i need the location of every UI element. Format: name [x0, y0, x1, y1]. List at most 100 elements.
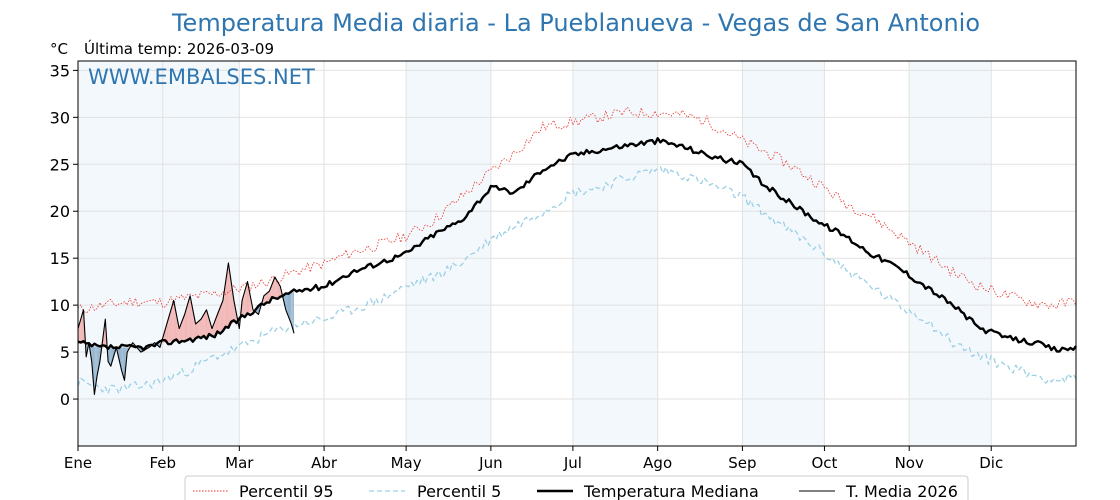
anomaly-fill-warm	[263, 294, 265, 304]
anomaly-fill-warm	[200, 319, 202, 338]
anomaly-fill-warm	[214, 319, 216, 336]
anomaly-fill-warm	[201, 317, 202, 338]
month-band-2	[572, 61, 658, 446]
x-tick-label: Oct	[811, 454, 837, 472]
anomaly-fill-warm	[224, 281, 226, 329]
anomaly-fill-warm	[220, 305, 222, 332]
anomaly-fill-warm	[170, 306, 172, 342]
anomaly-fill-warm	[79, 319, 81, 344]
anomaly-fill-warm	[173, 300, 175, 342]
y-tick-label: 10	[50, 296, 70, 315]
y-tick-label: 5	[60, 343, 70, 362]
anomaly-fill-warm	[222, 294, 224, 330]
anomaly-fill-warm	[246, 281, 248, 315]
anomaly-fill-cold	[286, 294, 288, 315]
anomaly-fill-warm	[276, 280, 278, 298]
anomaly-fill-cold	[289, 293, 291, 322]
anomaly-fill-warm	[247, 281, 249, 315]
anomaly-fill-cold	[288, 293, 290, 320]
anomaly-fill-warm	[268, 291, 270, 302]
anomaly-fill-warm	[181, 319, 183, 341]
anomaly-fill-warm	[222, 300, 223, 331]
x-tick-label: Dic	[979, 454, 1003, 472]
month-band-0	[78, 61, 240, 446]
anomaly-fill-warm	[243, 291, 245, 317]
x-tick-label: Jul	[563, 454, 582, 472]
y-tick-label: 30	[50, 108, 70, 127]
y-tick-label: 25	[50, 155, 70, 174]
anomaly-fill-warm	[170, 309, 171, 342]
y-tick-label: 15	[50, 249, 70, 268]
month-bands	[78, 61, 992, 446]
anomaly-fill-warm	[244, 287, 246, 316]
month-band-3	[742, 61, 825, 446]
legend-label-2026: T. Media 2026	[845, 482, 958, 500]
anomaly-fill-warm	[176, 314, 178, 342]
y-tick-label: 0	[60, 390, 70, 409]
anomaly-fill-warm	[186, 305, 188, 340]
anomaly-fill-warm	[278, 283, 280, 298]
anomaly-fill-warm	[223, 287, 225, 330]
anomaly-fill-warm	[226, 269, 228, 328]
anomaly-fill-warm	[182, 316, 184, 341]
anomaly-fill-warm	[185, 308, 187, 341]
anomaly-fill-warm	[207, 312, 209, 337]
anomaly-fill-warm	[216, 314, 218, 335]
anomaly-fill-warm	[208, 316, 210, 337]
anomaly-fill-warm	[219, 307, 221, 333]
anomaly-fill-warm	[269, 288, 271, 301]
anomaly-fill-warm	[264, 294, 266, 304]
anomaly-fill-warm	[227, 262, 229, 327]
anomaly-fill-warm	[196, 322, 198, 339]
legend-label-p95: Percentil 95	[239, 482, 334, 500]
anomaly-fill-warm	[275, 278, 277, 299]
anomaly-fill-warm	[225, 275, 227, 329]
anomaly-fill-warm	[218, 309, 220, 333]
anomaly-fill-warm	[197, 321, 199, 339]
x-tick-label: Nov	[895, 454, 924, 472]
anomaly-fill-warm	[215, 316, 217, 335]
x-tick-label: Feb	[149, 454, 176, 472]
x-tick-label: Ago	[643, 454, 672, 472]
anomaly-fill-warm	[187, 302, 189, 340]
anomaly-fill-warm	[273, 279, 274, 300]
anomaly-fill-warm	[277, 281, 279, 298]
anomaly-fill-cold	[257, 307, 259, 315]
month-band-1	[406, 61, 491, 446]
x-tick-label: Abr	[311, 454, 338, 472]
anomaly-fill-warm	[273, 276, 275, 299]
y-unit-label: °C	[50, 40, 68, 58]
anomaly-fill-warm	[229, 269, 231, 326]
plot-frame	[77, 60, 1077, 447]
anomaly-fill-warm	[190, 295, 192, 340]
anomaly-fill-warm	[201, 316, 203, 338]
anomaly-fill-warm	[266, 292, 268, 303]
anomaly-fill-warm	[164, 328, 166, 343]
watermark: WWW.EMBALSES.NET	[88, 65, 315, 89]
anomaly-fill-warm	[231, 281, 233, 325]
anomaly-fill-warm	[272, 281, 274, 300]
chart-title: Temperatura Media diaria - La Pueblanuev…	[171, 9, 980, 37]
anomaly-fill-warm	[180, 321, 182, 341]
y-tick-label: 20	[50, 202, 70, 221]
anomaly-fill-warm	[206, 309, 208, 337]
x-tick-label: May	[391, 454, 422, 472]
anomaly-fill-warm	[82, 309, 84, 344]
anomaly-fill-warm	[80, 316, 82, 344]
anomaly-fill-warm	[191, 300, 192, 340]
anomaly-fill-warm	[81, 312, 83, 344]
anomaly-fill-cold	[285, 294, 287, 313]
anomaly-fill-warm	[166, 319, 169, 343]
anomaly-fill-warm	[204, 311, 206, 337]
anomaly-fill-warm	[188, 298, 190, 340]
anomaly-fill-warm	[171, 303, 173, 342]
anomaly-fill-warm	[195, 323, 197, 339]
anomaly-fill-warm	[271, 284, 273, 300]
anomaly-fill-warm	[205, 309, 207, 337]
anomaly-fill-warm	[230, 275, 232, 326]
anomaly-fill-warm	[267, 291, 269, 302]
anomaly-fill-warm	[179, 326, 181, 341]
anomaly-fill-warm	[232, 287, 233, 324]
anomaly-fill-warm	[183, 314, 185, 341]
anomaly-fill-warm	[213, 321, 215, 336]
